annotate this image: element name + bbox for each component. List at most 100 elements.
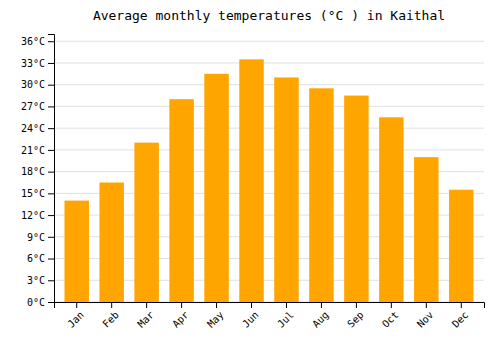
tick-mark bbox=[48, 150, 54, 151]
tick-mark bbox=[48, 63, 54, 64]
tick: 15°C bbox=[21, 188, 54, 199]
tick: Aug bbox=[310, 302, 331, 330]
tick: Oct bbox=[380, 302, 401, 330]
tick: Nov bbox=[415, 302, 436, 330]
tick-mark bbox=[391, 302, 392, 308]
tick-mark bbox=[48, 215, 54, 216]
tick: 21°C bbox=[21, 145, 54, 156]
tick: Jan bbox=[65, 302, 86, 330]
bar bbox=[449, 190, 473, 302]
bar bbox=[99, 182, 123, 302]
tick-label: 0°C bbox=[27, 297, 45, 308]
tick: Jun bbox=[240, 302, 261, 330]
x-axis: Jan Feb Mar Apr May Jun Jul Aug Sep Oct Nov Dec bbox=[55, 302, 485, 330]
grid-line bbox=[54, 149, 484, 150]
tick-label: 24°C bbox=[21, 123, 45, 134]
bar bbox=[204, 74, 228, 302]
tick-mark bbox=[461, 302, 462, 308]
tick-label: Jun bbox=[240, 309, 261, 330]
tick: 0°C bbox=[27, 297, 54, 308]
tick-label: Mar bbox=[135, 309, 156, 330]
tick-mark bbox=[251, 302, 252, 308]
tick: 33°C bbox=[21, 58, 54, 69]
tick: Sep bbox=[345, 302, 366, 330]
tick-mark bbox=[146, 302, 147, 308]
tick-mark bbox=[321, 302, 322, 308]
grid-line bbox=[54, 128, 484, 129]
tick: Apr bbox=[170, 302, 191, 330]
tick-mark bbox=[48, 193, 54, 194]
tick: Mar bbox=[135, 302, 156, 330]
tick: Jul bbox=[275, 302, 296, 330]
tick: 27°C bbox=[21, 101, 54, 112]
tick-mark bbox=[181, 302, 182, 308]
tick: 3°C bbox=[27, 275, 54, 286]
bar bbox=[64, 201, 88, 302]
tick: 24°C bbox=[21, 123, 54, 134]
grid-line bbox=[54, 84, 484, 85]
tick-label: 15°C bbox=[21, 188, 45, 199]
axis-line bbox=[48, 35, 55, 303]
tick-mark bbox=[48, 106, 54, 107]
tick: 6°C bbox=[27, 253, 54, 264]
tick-label: 36°C bbox=[21, 36, 45, 47]
tick-label: Aug bbox=[310, 309, 331, 330]
tick: Feb bbox=[100, 302, 121, 330]
bar bbox=[239, 59, 263, 302]
axis-line bbox=[55, 303, 485, 309]
tick-label: Dec bbox=[450, 309, 471, 330]
tick-label: May bbox=[205, 309, 226, 330]
tick-label: 12°C bbox=[21, 210, 45, 221]
grid bbox=[54, 41, 484, 302]
tick-mark bbox=[216, 302, 217, 308]
tick-label: Oct bbox=[380, 309, 401, 330]
tick-mark bbox=[48, 237, 54, 238]
tick-label: 27°C bbox=[21, 101, 45, 112]
tick-label: Sep bbox=[345, 309, 366, 330]
tick-mark bbox=[76, 302, 77, 308]
tick-mark bbox=[426, 302, 427, 308]
tick-label: 18°C bbox=[21, 166, 45, 177]
tick-mark bbox=[48, 172, 54, 173]
bar bbox=[344, 96, 368, 302]
tick-label: Jul bbox=[275, 309, 296, 330]
plot: 0°C 3°C 6°C 9°C 12°C 15°C 18°C 21°C 24°C 27°C 30°C… bbox=[21, 35, 485, 330]
tick-label: Nov bbox=[415, 309, 436, 330]
tick-label: 33°C bbox=[21, 58, 45, 69]
bar bbox=[379, 117, 403, 302]
bar bbox=[414, 157, 438, 302]
bar bbox=[274, 77, 298, 302]
grid-line bbox=[54, 106, 484, 107]
tick-label: Feb bbox=[100, 309, 121, 330]
tick: 9°C bbox=[27, 232, 54, 243]
grid-line bbox=[54, 41, 484, 42]
tick: 30°C bbox=[21, 79, 54, 90]
tick-mark bbox=[48, 302, 54, 303]
tick: Dec bbox=[450, 302, 471, 330]
bar bbox=[134, 143, 158, 302]
tick: May bbox=[205, 302, 226, 330]
tick-mark bbox=[286, 302, 287, 308]
tick-mark bbox=[48, 280, 54, 281]
tick-label: Jan bbox=[65, 309, 86, 330]
tick-mark bbox=[48, 85, 54, 86]
bars bbox=[64, 59, 473, 302]
bar bbox=[169, 99, 193, 302]
grid-line bbox=[54, 62, 484, 63]
tick-label: 6°C bbox=[27, 253, 45, 264]
tick-mark bbox=[111, 302, 112, 308]
bar bbox=[309, 88, 333, 302]
tick-mark bbox=[48, 41, 54, 42]
tick-mark bbox=[48, 128, 54, 129]
tick-mark bbox=[356, 302, 357, 308]
tick-label: 30°C bbox=[21, 79, 45, 90]
tick-label: 3°C bbox=[27, 275, 45, 286]
tick-label: Apr bbox=[170, 309, 191, 330]
tick-mark bbox=[48, 259, 54, 260]
tick-label: 21°C bbox=[21, 145, 45, 156]
title: Average monthly temperatures (°C ) in Ka… bbox=[93, 8, 445, 23]
tick: 36°C bbox=[21, 36, 54, 47]
chart: 0°C 3°C 6°C 9°C 12°C 15°C 18°C 21°C 24°C 27°C 30°C… bbox=[0, 0, 500, 350]
tick: 18°C bbox=[21, 166, 54, 177]
tick: 12°C bbox=[21, 210, 54, 221]
